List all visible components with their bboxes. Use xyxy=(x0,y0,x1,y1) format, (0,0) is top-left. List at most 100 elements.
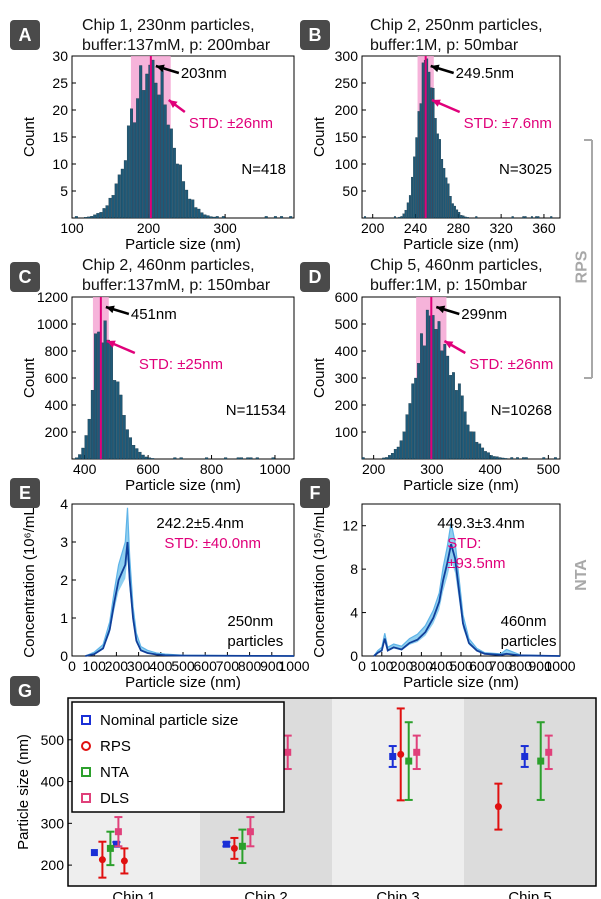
panel-a-std-label: STD: ±26nm xyxy=(189,115,273,132)
panel-b-y-axis-label: Count xyxy=(311,116,328,157)
panel-b-histogram-bar xyxy=(522,216,525,219)
panel-a-n-label: N=418 xyxy=(241,161,286,178)
panel-a-x-axis-label: Particle size (nm) xyxy=(125,236,241,253)
panel-d-histogram-bar xyxy=(443,344,447,460)
panel-d-histogram-bar xyxy=(510,457,514,460)
panel-e-peak-label: 242.2±5.4nm xyxy=(156,515,243,532)
panel-d-histogram-bar xyxy=(484,451,487,460)
panel-g-marker-rps xyxy=(98,856,106,864)
panel-f-x-axis-label: Particle size (nm) xyxy=(403,674,519,691)
panel-d-y-tick-label: 300 xyxy=(335,370,359,386)
panel-c-peak-arrow-head xyxy=(105,305,115,314)
panel-b-histogram-bar xyxy=(432,87,435,219)
panel-b-histogram-bar xyxy=(428,71,431,219)
panel-e-x-tick-label: 400 xyxy=(149,658,173,674)
panel-g-legend-marker xyxy=(81,793,91,803)
panel-a-histogram-bar xyxy=(90,216,94,219)
panel-g-legend-label: Nominal particle size xyxy=(100,712,238,729)
panel-a-histogram-bar xyxy=(117,174,121,219)
panel-c-histogram-bar xyxy=(249,457,253,460)
panel-d-histogram-bar xyxy=(487,452,490,460)
panel-b-histogram-bar xyxy=(453,205,456,219)
panel-e-note-size: 250nm xyxy=(227,613,273,630)
panel-c-histogram-bar xyxy=(144,456,148,460)
panel-c-histogram-bar xyxy=(147,457,152,460)
panel-c-histogram-bar xyxy=(173,457,177,460)
panel-a-histogram-bar xyxy=(280,216,284,219)
panel-c-histogram-bar xyxy=(205,457,209,460)
panel-f-x-tick-label: 200 xyxy=(390,658,414,674)
panel-g-category-label: Chip 5 xyxy=(508,889,551,899)
panel-b-histogram-bar xyxy=(411,176,414,219)
panel-letter-g: G xyxy=(10,676,40,706)
panel-a-histogram-bar xyxy=(209,216,213,219)
panel-c-y-tick-label: 1000 xyxy=(37,316,68,332)
panel-f-x-tick-label: 1000 xyxy=(544,658,575,674)
panel-c-histogram-bar xyxy=(81,447,85,460)
panel-d-histogram-bar xyxy=(542,457,546,460)
panel-c-histogram-bar xyxy=(90,389,94,460)
panel-e-x-tick-label: 1000 xyxy=(278,658,309,674)
panel-g-y-tick-label: 200 xyxy=(41,857,65,873)
panel-c-title-line1: Chip 2, 460nm particles, xyxy=(82,257,255,274)
panel-c-histogram-bar xyxy=(224,457,228,460)
panel-a-std-arrow-head xyxy=(168,100,178,108)
panel-a-histogram-bar xyxy=(130,108,133,219)
panel-d-histogram-bar xyxy=(414,377,418,460)
panel-e-x-tick-label: 300 xyxy=(127,658,151,674)
panel-f-x-tick-label: 300 xyxy=(410,658,434,674)
panel-c-histogram-bar xyxy=(84,435,88,460)
panel-c-histogram-bar xyxy=(128,437,133,460)
panel-b-histogram-bar xyxy=(402,213,405,219)
panel-b-histogram-bar xyxy=(524,216,527,219)
panel-a-histogram-bar xyxy=(114,183,118,219)
panel-d-histogram-bar xyxy=(478,443,482,460)
panel-b-histogram-bar xyxy=(430,87,433,219)
panel-e-x-tick-label: 600 xyxy=(194,658,218,674)
panel-b-y-tick-label: 50 xyxy=(342,183,358,199)
panel-d-histogram-bar xyxy=(420,333,423,460)
panel-b-histogram-bar xyxy=(398,216,401,219)
panel-b-x-tick-label: 240 xyxy=(404,220,428,236)
panel-c-n-label: N=11534 xyxy=(226,402,286,419)
panel-a-y-tick-label: 25 xyxy=(52,75,68,91)
panel-g-legend-marker xyxy=(81,715,91,725)
panel-b-histogram-bar xyxy=(535,216,538,219)
panel-e-std-label: STD: ±40.0nm xyxy=(164,535,261,552)
panel-c-histogram-bar xyxy=(125,429,129,460)
panel-c-histogram-bar xyxy=(113,380,117,460)
panel-a-peak-arrow-head xyxy=(155,64,165,73)
panel-f-x-tick-label: 100 xyxy=(370,658,394,674)
panel-d-histogram-bar xyxy=(472,431,476,460)
panel-a-histogram-bar xyxy=(108,197,112,219)
panel-e-y-tick-label: 3 xyxy=(60,534,68,550)
panel-b-std-arrow-head xyxy=(431,99,441,107)
panel-g-chip-background xyxy=(464,698,596,886)
panel-c-histogram-bar xyxy=(179,457,183,460)
panel-b-histogram-bar xyxy=(456,209,459,219)
panel-e-y-tick-label: 0 xyxy=(60,648,68,664)
panel-c-x-tick-label: 600 xyxy=(136,461,160,477)
panel-a-histogram-bar xyxy=(142,90,146,219)
panel-d-n-label: N=10268 xyxy=(491,402,552,419)
panel-b-histogram-bar xyxy=(413,156,416,219)
panel-g-marker-dls xyxy=(114,828,122,836)
panel-e-x-tick-label: 500 xyxy=(171,658,195,674)
panel-f-x-tick-label: 700 xyxy=(489,658,513,674)
panel-b-histogram-bar xyxy=(408,195,411,219)
panel-b-histogram-bar xyxy=(436,133,439,219)
panel-b-histogram-bar xyxy=(406,202,409,219)
panel-a-histogram-bar xyxy=(74,216,78,219)
panel-a-histogram-bar xyxy=(154,82,158,219)
panel-b-histogram-bar xyxy=(475,216,478,219)
panel-b-x-axis-label: Particle size (nm) xyxy=(403,236,519,253)
panel-a-title-line1: Chip 1, 230nm particles, xyxy=(82,17,255,34)
panel-c-x-tick-label: 400 xyxy=(73,461,97,477)
panel-b-histogram-bar xyxy=(363,216,367,219)
panel-a-histogram-bar xyxy=(120,168,124,219)
panel-g-marker-nominal xyxy=(521,752,529,760)
panel-b-y-tick-label: 100 xyxy=(335,156,359,172)
panel-g-legend-label: NTA xyxy=(100,764,129,781)
panel-d-histogram-bar xyxy=(399,440,403,460)
